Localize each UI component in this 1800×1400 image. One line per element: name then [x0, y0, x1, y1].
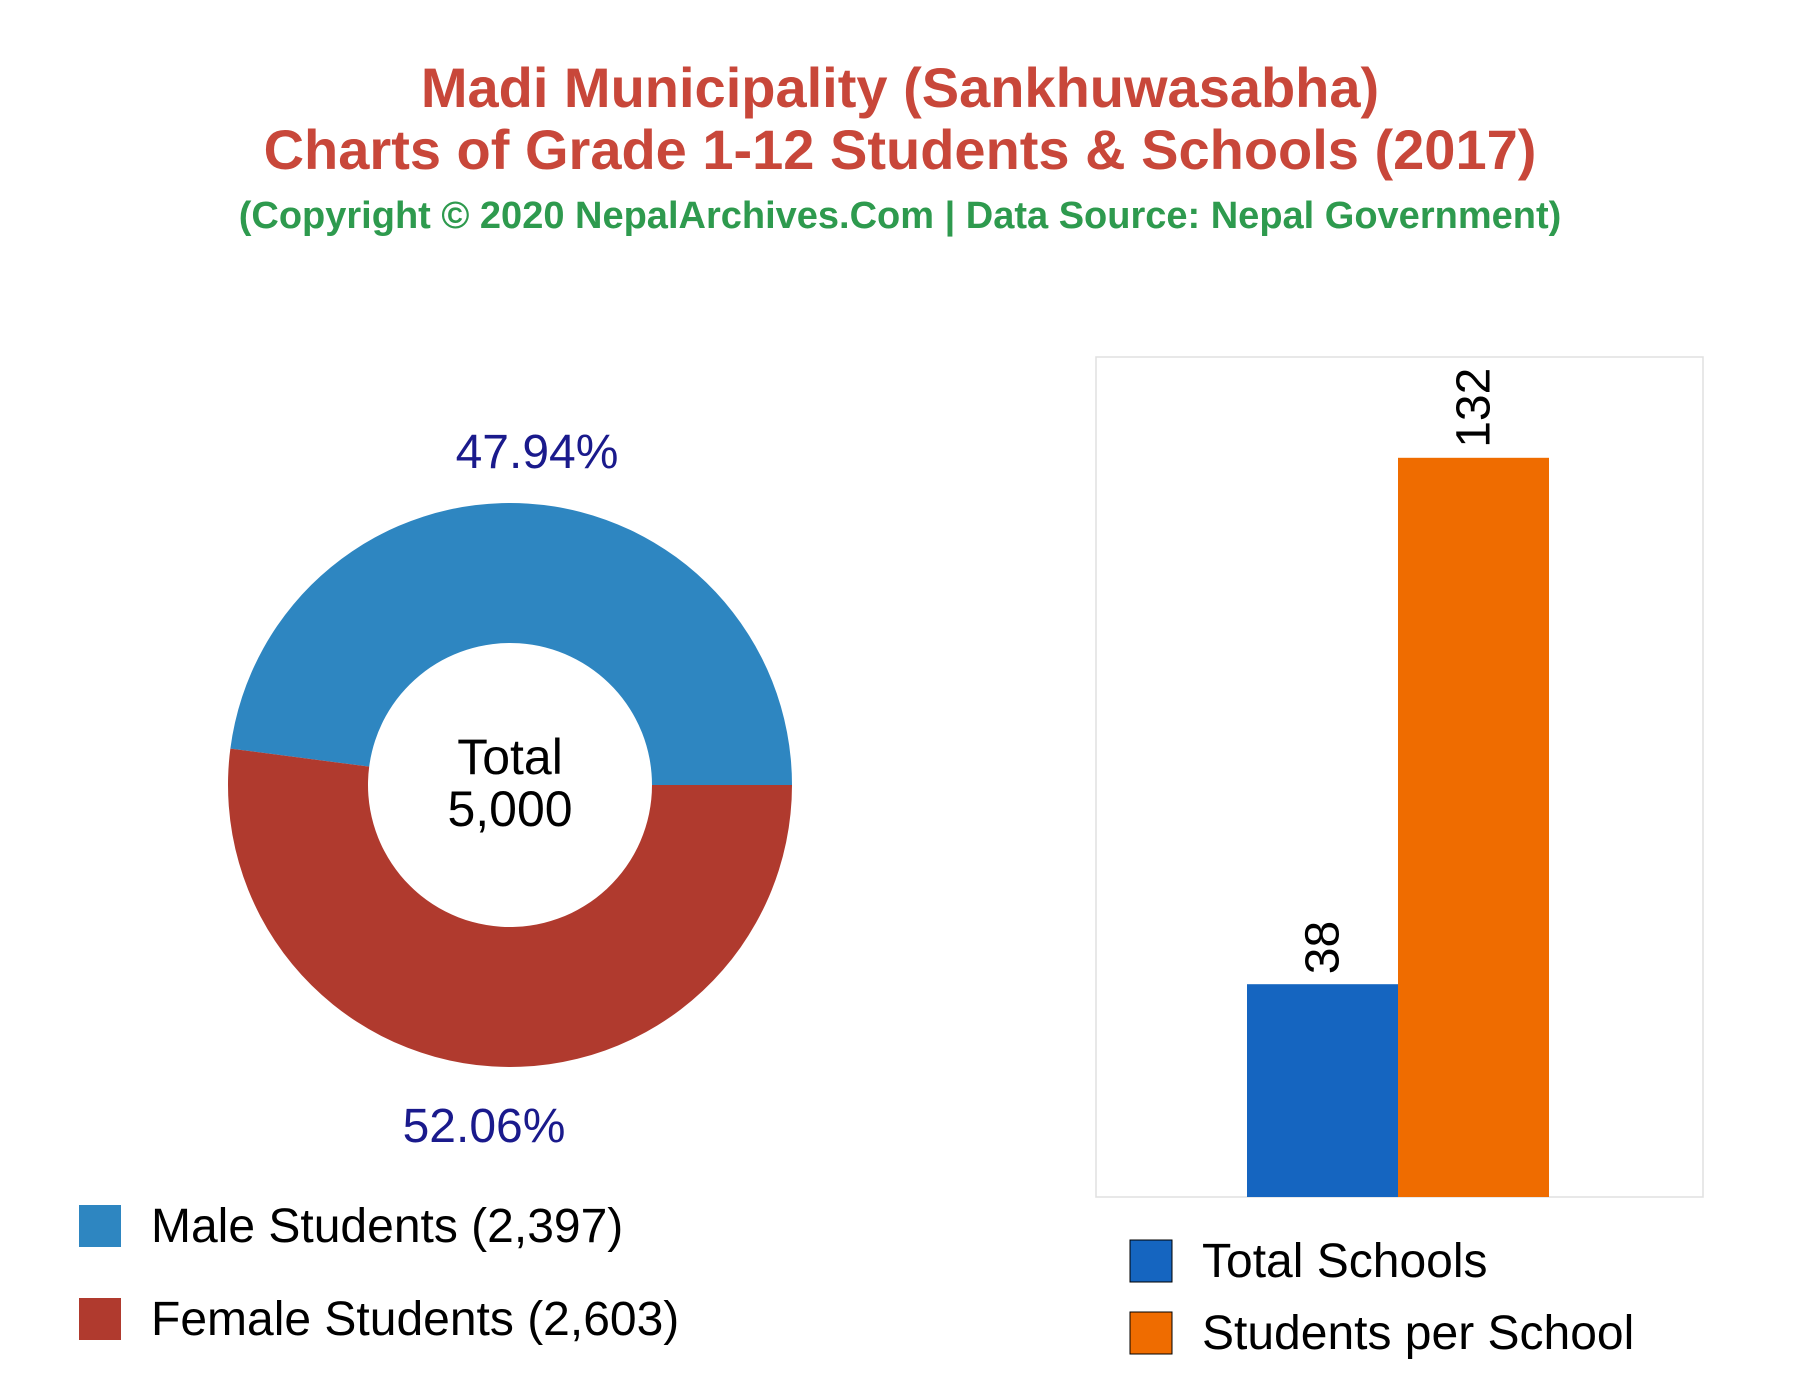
- chart-subtitle: (Copyright © 2020 NepalArchives.Com | Da…: [238, 195, 1562, 237]
- legend-swatch-students-per-school: [1129, 1311, 1173, 1355]
- donut-slice-female-students: [227, 748, 792, 1068]
- legend-swatch-female: [79, 1298, 121, 1340]
- percent-label-male: 47.94%: [456, 426, 619, 479]
- bar-students-per-school: [1398, 457, 1549, 1197]
- bar-total-schools: [1247, 984, 1398, 1197]
- donut-center-label: Total: [457, 729, 563, 785]
- legend-label-female: Female Students (2,603): [151, 1293, 679, 1346]
- legend-label-students-per-school: Students per School: [1202, 1307, 1634, 1360]
- value-label-total-schools: 38: [1297, 921, 1350, 974]
- legend-label-male: Male Students (2,397): [151, 1200, 623, 1253]
- donut-center-value: 5,000: [447, 781, 572, 837]
- chart-title-line-2: Charts of Grade 1-12 Students & Schools …: [263, 118, 1537, 181]
- legend-swatch-total-schools: [1129, 1239, 1173, 1283]
- value-label-students-per-school: 132: [1448, 368, 1501, 448]
- donut-slice-male-students: [230, 503, 792, 785]
- legend-swatch-male: [79, 1205, 121, 1247]
- chart-title-line-1: Madi Municipality (Sankhuwasabha): [420, 56, 1380, 119]
- percent-label-female: 52.06%: [403, 1100, 566, 1153]
- legend-label-total-schools: Total Schools: [1202, 1235, 1488, 1288]
- bar-chart: 38 132 Total Schools Students per School: [1095, 356, 1704, 1360]
